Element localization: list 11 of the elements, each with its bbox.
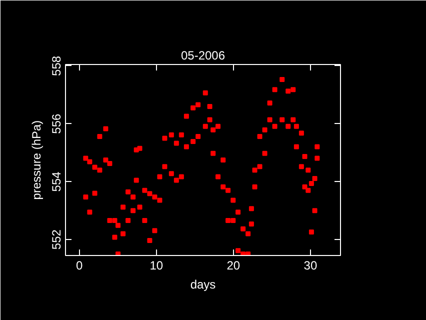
x-tick-label: 20 [226,258,240,272]
x-axis-title: days [190,278,216,292]
x-tick-label: 10 [150,258,164,272]
y-tick-label: 552 [50,229,64,250]
y-axis-title: pressure (hPa) [30,120,44,200]
x-tick-label: 30 [304,258,318,272]
y-tick-label: 554 [50,171,64,192]
x-tick-label: 0 [76,258,84,272]
y-tick-label: 558 [50,56,64,76]
y-tick-label: 556 [50,113,64,134]
chart-title: 05-2006 [180,48,226,62]
